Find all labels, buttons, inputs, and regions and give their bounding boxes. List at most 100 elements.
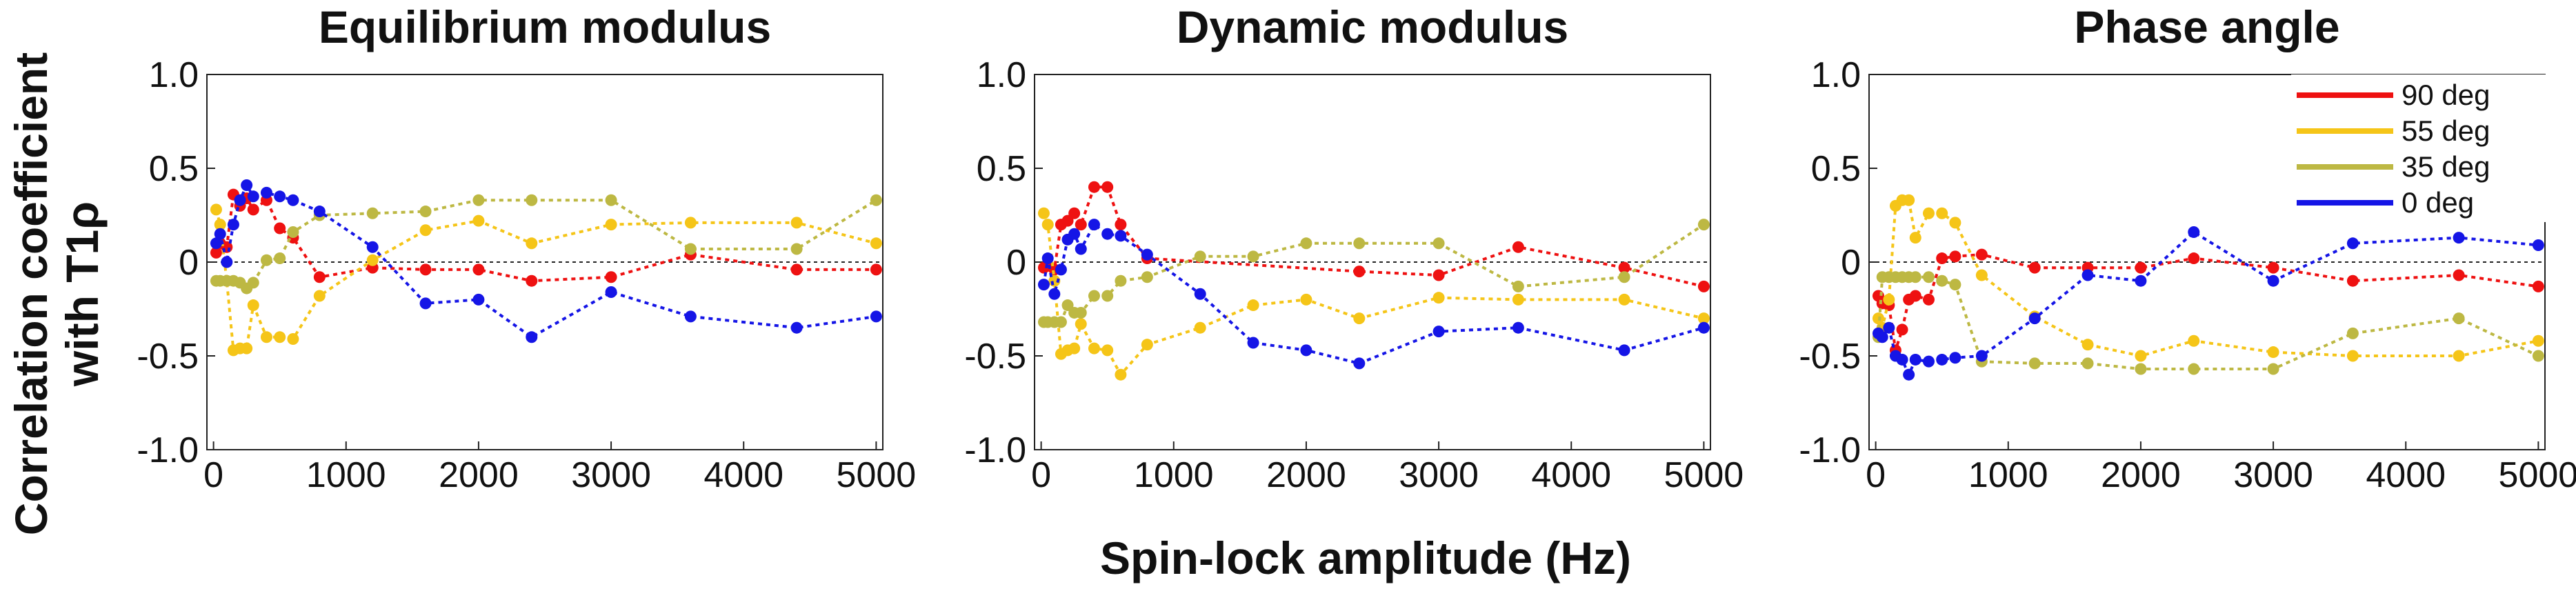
data-point — [221, 256, 233, 268]
data-point — [1975, 350, 1988, 362]
data-point — [2267, 274, 2279, 287]
series-35-deg — [1037, 219, 1710, 328]
data-point — [1061, 214, 1074, 227]
y-tick-label: 0.5 — [1811, 149, 1861, 189]
series-0-deg — [1037, 219, 1710, 370]
data-point — [1512, 241, 1524, 253]
data-point — [2135, 363, 2147, 375]
data-point — [1300, 344, 1312, 357]
x-tick-label: 5000 — [2499, 455, 2576, 495]
legend-entry: 35 deg — [2297, 150, 2490, 183]
data-point — [1618, 293, 1630, 306]
data-point — [419, 297, 432, 310]
x-tick-label: 1000 — [1968, 455, 2048, 495]
y-tick-label: 0.5 — [977, 149, 1026, 189]
data-point — [274, 222, 286, 234]
data-point — [1353, 312, 1366, 325]
data-point — [790, 243, 803, 255]
data-point — [1075, 243, 1087, 255]
data-point — [605, 219, 617, 231]
data-point — [419, 263, 432, 276]
data-point — [2532, 350, 2544, 362]
data-point — [870, 310, 882, 323]
data-point — [1432, 269, 1445, 281]
data-point — [526, 274, 538, 287]
y-axis-label-line1: Correlation coefficient — [6, 52, 57, 535]
data-point — [1432, 326, 1445, 338]
data-point — [605, 271, 617, 283]
data-point — [1037, 279, 1050, 291]
data-point — [1512, 293, 1524, 306]
data-point — [1353, 357, 1366, 370]
data-point — [1353, 266, 1366, 278]
data-point — [472, 214, 485, 227]
data-point — [1048, 288, 1061, 300]
data-point — [790, 321, 803, 334]
data-point — [1101, 181, 1114, 193]
data-point — [1141, 339, 1153, 351]
y-tick-label: 1.0 — [1811, 55, 1861, 95]
data-point — [2028, 261, 2041, 274]
data-point — [247, 203, 259, 216]
data-point — [1101, 228, 1114, 240]
data-point — [2081, 357, 2094, 370]
data-point — [1055, 263, 1067, 276]
data-point — [2532, 335, 2544, 347]
x-axis-label: Spin-lock amplitude (Hz) — [1100, 532, 1631, 583]
data-point — [2532, 280, 2544, 292]
data-point — [1088, 290, 1100, 302]
data-point — [870, 263, 882, 276]
series-line — [1042, 212, 1704, 377]
data-point — [247, 190, 259, 203]
data-point — [1247, 250, 1259, 263]
data-point — [2135, 350, 2147, 362]
data-point — [1512, 280, 1524, 292]
data-point — [1037, 207, 1050, 219]
data-point — [287, 333, 299, 346]
x-tick-label: 0 — [1031, 455, 1051, 495]
data-point — [1141, 248, 1153, 261]
y-tick-label: 0 — [1841, 243, 1861, 283]
data-point — [1088, 219, 1100, 231]
data-point — [1909, 353, 1921, 366]
data-point — [2346, 350, 2359, 362]
x-tick-label: 0 — [1866, 455, 1886, 495]
data-point — [210, 246, 222, 259]
data-point — [1055, 316, 1067, 328]
data-point — [1922, 355, 1935, 368]
y-tick-label: 1.0 — [977, 55, 1026, 95]
y-tick-label: 0 — [1006, 243, 1026, 283]
x-tick-label: 3000 — [2233, 455, 2313, 495]
data-point — [247, 299, 259, 312]
data-point — [1697, 312, 1710, 325]
data-point — [1896, 323, 1908, 336]
data-point — [366, 254, 379, 266]
data-point — [2188, 335, 2200, 347]
legend-entry: 0 deg — [2297, 186, 2474, 219]
data-point — [1883, 293, 1895, 306]
data-point — [2267, 346, 2279, 359]
data-point — [1697, 219, 1710, 231]
data-point — [2453, 232, 2465, 244]
data-point — [1618, 344, 1630, 357]
data-point — [2453, 350, 2465, 362]
panel-title: Phase angle — [2074, 1, 2339, 52]
x-tick-label: 2000 — [1266, 455, 1346, 495]
data-point — [1949, 250, 1961, 263]
y-tick-label: -1.0 — [1799, 430, 1861, 470]
data-point — [366, 241, 379, 253]
data-point — [870, 237, 882, 250]
data-point — [2188, 226, 2200, 238]
data-point — [2135, 261, 2147, 274]
x-tick-label: 4000 — [1531, 455, 1611, 495]
data-point — [1697, 321, 1710, 334]
data-point — [684, 217, 697, 229]
x-tick-label: 5000 — [1664, 455, 1744, 495]
series-line — [1877, 253, 2539, 351]
y-tick-label: 1.0 — [149, 55, 199, 95]
data-point — [1936, 353, 1948, 366]
data-point — [1909, 232, 1921, 244]
